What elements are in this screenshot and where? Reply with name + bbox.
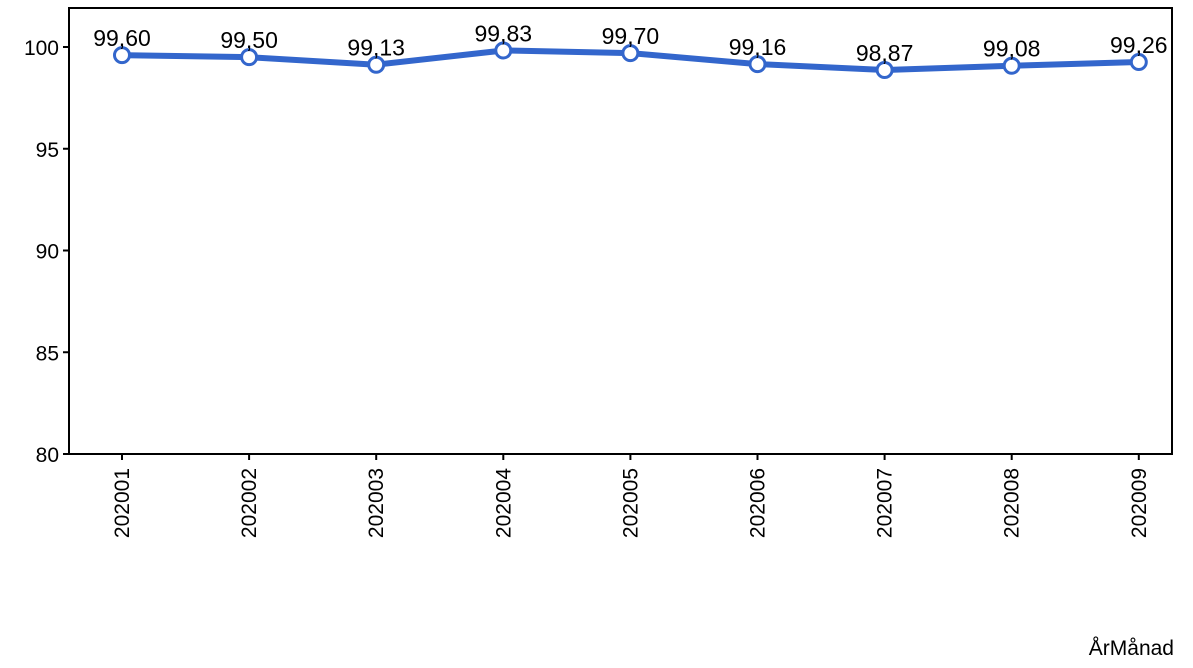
x-tick-label: 202004	[492, 468, 515, 538]
data-label: 98,87	[856, 40, 914, 66]
data-point	[113, 46, 131, 65]
x-tick-label: 202007	[874, 468, 897, 538]
y-tick-label: 85	[36, 342, 59, 365]
x-tick-label: 202008	[1001, 468, 1024, 538]
data-point	[875, 60, 894, 79]
x-tick-label: 202005	[619, 468, 642, 538]
data-point	[240, 48, 259, 67]
data-label: 99,60	[93, 25, 151, 51]
x-tick-label: 202009	[1128, 468, 1151, 538]
y-tick-label: 80	[36, 444, 59, 467]
data-label: 99,13	[347, 35, 405, 61]
plot-area	[68, 7, 1173, 455]
data-point	[621, 44, 640, 63]
data-label: 99,08	[983, 36, 1041, 62]
data-point	[748, 55, 767, 74]
data-point	[367, 55, 386, 74]
data-label: 99,16	[729, 34, 787, 60]
y-tick-label: 90	[36, 241, 59, 264]
y-axis: 80 85 90 95 100	[24, 37, 69, 467]
y-tick-label: 95	[36, 139, 59, 162]
series-layer	[113, 41, 1148, 79]
x-axis: 202001 202002 202003 202004 202005 202006 2020…	[111, 454, 1151, 538]
data-point	[1129, 53, 1148, 72]
x-axis-title: ÅrMånad	[1089, 637, 1174, 660]
x-tick-label: 202001	[111, 468, 134, 538]
data-label: 99,26	[1110, 32, 1168, 58]
data-label: 99,50	[220, 27, 278, 53]
x-tick-label: 202006	[747, 468, 770, 538]
x-tick-label: 202002	[238, 468, 261, 538]
data-point	[494, 41, 513, 60]
data-label: 99,70	[602, 23, 660, 49]
data-label-layer: 99,60 99,50 99,13 99,83 99,70 99,16 98,87 99,08…	[93, 20, 1167, 66]
y-tick-label: 100	[24, 37, 59, 60]
x-tick-label: 202003	[365, 468, 388, 538]
data-label: 99,83	[475, 20, 533, 46]
data-point	[1002, 56, 1021, 75]
